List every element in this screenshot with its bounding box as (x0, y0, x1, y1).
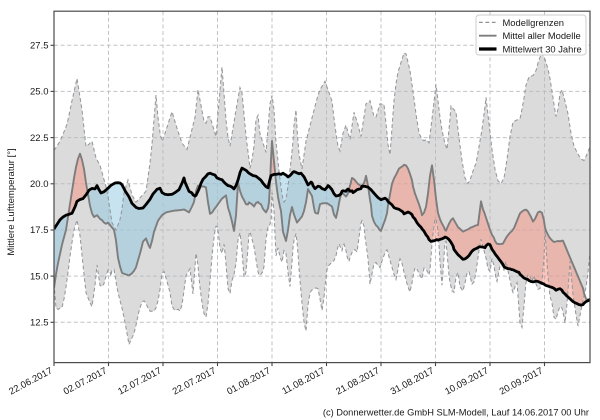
svg-text:Modellgrenzen: Modellgrenzen (503, 17, 565, 28)
svg-text:12.5: 12.5 (30, 318, 49, 329)
svg-text:Mittlere Lufttemperatur [°]: Mittlere Lufttemperatur [°] (6, 148, 17, 255)
svg-text:17.5: 17.5 (30, 225, 49, 236)
svg-text:15.0: 15.0 (30, 271, 49, 282)
svg-text:22.5: 22.5 (30, 133, 49, 144)
svg-text:20.0: 20.0 (30, 179, 49, 190)
svg-text:Mittelwert 30 Jahre: Mittelwert 30 Jahre (503, 43, 582, 54)
svg-text:(c) Donnerwetter.de GmbH SLM-M: (c) Donnerwetter.de GmbH SLM-Modell, Lau… (323, 408, 589, 418)
svg-text:25.0: 25.0 (30, 87, 49, 98)
svg-text:27.5: 27.5 (30, 41, 49, 52)
svg-text:Mittel aller Modelle: Mittel aller Modelle (503, 30, 581, 41)
